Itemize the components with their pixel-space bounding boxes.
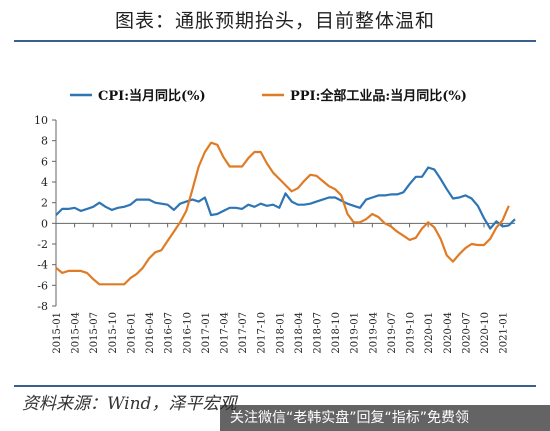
series-line-ppi [55, 141, 510, 286]
x-tick-label: 2020-07 [461, 312, 472, 354]
y-tick-label: 10 [34, 114, 48, 127]
x-tick-label: 2015-01 [52, 312, 63, 354]
series-line-cpi [55, 166, 516, 230]
x-tick-label: 2020-10 [480, 312, 491, 354]
y-tick-label: -6 [37, 279, 48, 292]
x-tick-label: 2019-10 [406, 312, 417, 354]
x-tick-label: 2017-01 [201, 312, 212, 354]
x-tick-label: 2021-01 [499, 312, 510, 354]
y-tick-label: 0 [41, 217, 48, 230]
x-tick-label: 2015-07 [89, 312, 100, 354]
x-tick-label: 2016-04 [145, 312, 156, 354]
y-tick-label: -2 [37, 238, 48, 251]
chart-title: 图表：通胀预期抬头，目前整体温和 [114, 10, 435, 32]
x-tick-label: 2016-07 [164, 312, 175, 354]
x-tick-label: 2017-10 [257, 312, 268, 354]
y-tick-label: 2 [41, 197, 48, 210]
y-tick-label: -4 [37, 259, 48, 272]
x-tick-label: 2019-04 [368, 312, 379, 354]
x-tick-label: 2015-10 [108, 312, 119, 354]
x-tick-label: 2018-01 [275, 312, 286, 354]
title-divider [14, 40, 536, 42]
x-tick-label: 2018-07 [313, 312, 324, 354]
x-tick-label: 2018-10 [331, 312, 342, 354]
wechat-banner[interactable]: 关注微信“老韩实盘”回复“指标”免费领 [220, 405, 550, 431]
y-tick-label: 8 [41, 135, 48, 148]
x-tick-label: 2017-07 [238, 312, 249, 354]
source-note: 资料来源：Wind，泽平宏观 [22, 394, 237, 414]
y-tick-label: 6 [41, 155, 48, 168]
x-tick-label: 2019-01 [350, 312, 361, 354]
x-tick-label: 2016-01 [126, 312, 137, 354]
y-tick-label: 4 [41, 176, 48, 189]
x-tick-label: 2020-01 [424, 312, 435, 354]
x-tick-label: 2017-04 [219, 312, 230, 354]
legend-label-ppi: PPI:全部工业品:当月同比(%) [290, 88, 467, 104]
footer-divider [14, 385, 536, 387]
x-tick-label: 2018-04 [294, 312, 305, 354]
x-tick-label: 2016-10 [182, 312, 193, 354]
x-tick-label: 2019-07 [387, 312, 398, 354]
y-tick-label: -8 [37, 300, 48, 313]
x-tick-label: 2020-04 [443, 312, 454, 354]
legend-label-cpi: CPI:当月同比(%) [98, 88, 206, 104]
x-tick-label: 2015-04 [71, 312, 82, 354]
